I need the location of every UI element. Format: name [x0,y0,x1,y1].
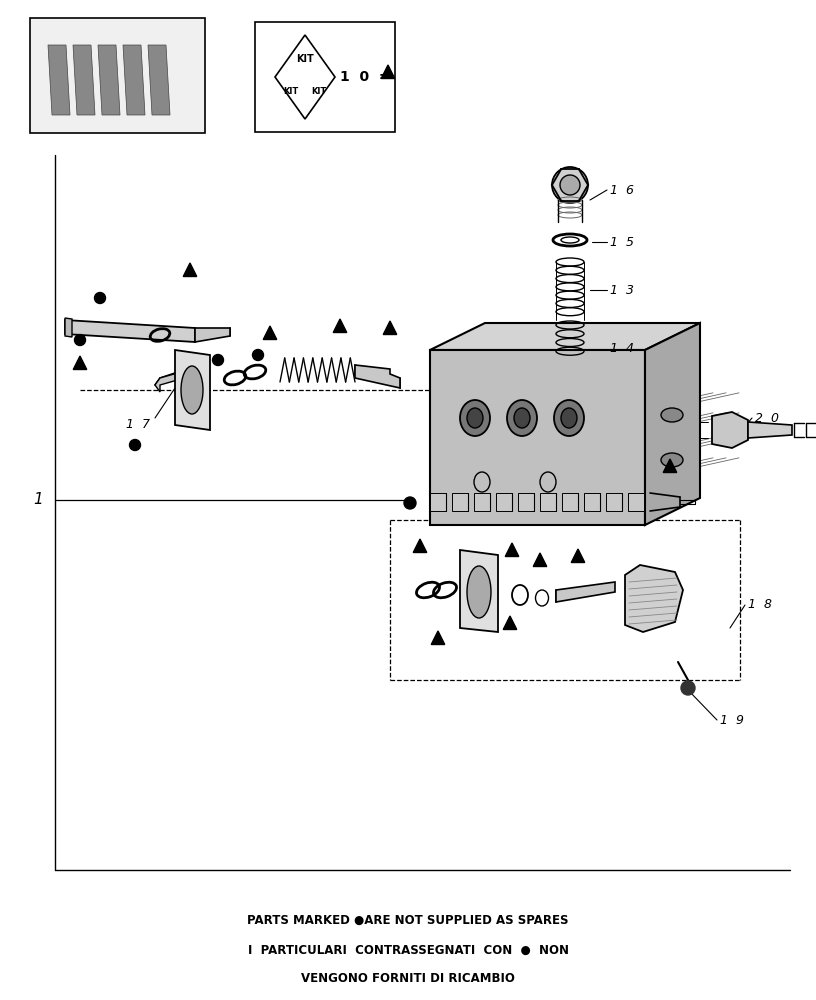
Polygon shape [712,412,748,448]
Polygon shape [503,616,517,630]
Text: 1  6: 1 6 [610,184,634,196]
Polygon shape [452,493,468,511]
Text: 1: 1 [33,492,43,508]
Text: 1  5: 1 5 [610,235,634,248]
Polygon shape [355,365,400,388]
Polygon shape [413,539,427,552]
Bar [255,22,395,132]
Ellipse shape [661,408,683,422]
Polygon shape [65,320,195,342]
Ellipse shape [460,400,490,436]
Ellipse shape [560,175,580,195]
Polygon shape [333,319,347,332]
Circle shape [404,497,416,509]
Text: 1  7: 1 7 [126,418,150,432]
Ellipse shape [467,408,483,428]
Polygon shape [195,328,230,342]
Bar [30,18,205,133]
Text: 2  0: 2 0 [755,412,779,424]
Polygon shape [628,493,644,511]
Polygon shape [431,631,445,645]
Polygon shape [123,45,145,115]
Polygon shape [48,45,70,115]
Polygon shape [73,45,95,115]
Ellipse shape [467,566,491,618]
Polygon shape [518,493,534,511]
Text: 1  9: 1 9 [720,714,744,726]
Text: 1  4: 1 4 [610,342,634,355]
Polygon shape [540,493,556,511]
Polygon shape [625,565,683,632]
Polygon shape [533,553,547,566]
Polygon shape [562,493,578,511]
Polygon shape [175,350,210,430]
Text: KIT: KIT [312,87,326,96]
Polygon shape [556,582,615,602]
Polygon shape [430,493,446,511]
Polygon shape [571,549,585,562]
Ellipse shape [554,400,584,436]
Text: KIT: KIT [283,87,299,96]
Polygon shape [663,459,676,473]
Text: 1  0  =: 1 0 = [340,70,391,84]
Circle shape [212,355,224,365]
Text: 1  8: 1 8 [748,598,772,611]
Circle shape [74,334,86,346]
Ellipse shape [181,366,203,414]
Polygon shape [460,550,498,632]
Polygon shape [430,323,700,350]
Ellipse shape [507,400,537,436]
Polygon shape [148,45,170,115]
Text: PARTS MARKED ●ARE NOT SUPPLIED AS SPARES: PARTS MARKED ●ARE NOT SUPPLIED AS SPARES [247,914,569,926]
Polygon shape [748,422,792,438]
Circle shape [130,440,140,450]
Polygon shape [496,493,512,511]
Text: KIT: KIT [296,54,314,64]
Circle shape [252,350,264,360]
Ellipse shape [661,453,683,467]
Text: VENGONO FORNITI DI RICAMBIO: VENGONO FORNITI DI RICAMBIO [301,972,515,984]
Text: 1  3: 1 3 [610,284,634,296]
Polygon shape [98,45,120,115]
Ellipse shape [514,408,530,428]
Polygon shape [645,323,700,525]
Polygon shape [505,543,519,556]
Polygon shape [184,263,197,276]
Polygon shape [155,368,195,392]
Ellipse shape [561,408,577,428]
Polygon shape [264,326,277,340]
Polygon shape [474,493,490,511]
Polygon shape [384,321,397,334]
Polygon shape [65,318,72,337]
Ellipse shape [552,167,588,203]
Polygon shape [606,493,622,511]
Polygon shape [430,350,645,525]
Polygon shape [381,65,395,79]
Text: I  PARTICULARI  CONTRASSEGNATI  CON  ●  NON: I PARTICULARI CONTRASSEGNATI CON ● NON [247,944,569,956]
Circle shape [95,292,105,304]
Polygon shape [73,356,86,369]
Circle shape [681,681,695,695]
Polygon shape [584,493,600,511]
